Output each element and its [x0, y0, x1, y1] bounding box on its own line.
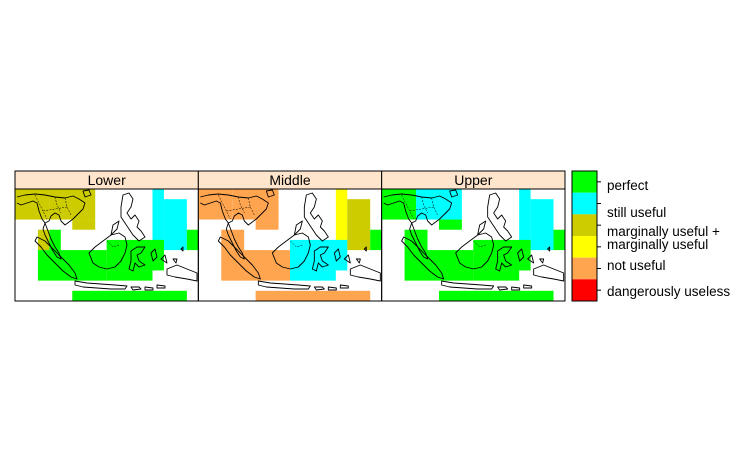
skill-cell-still-useful — [289, 270, 336, 281]
skill-cell-not-useful — [221, 250, 290, 281]
legend-swatch-not-useful — [572, 257, 597, 280]
skill-cell-marginally-useful — [335, 189, 348, 251]
skill-cell-marginally-useful-plus — [347, 199, 371, 251]
legend-label-still-useful: still useful — [607, 205, 666, 220]
panel-upper: Upper — [381, 170, 566, 302]
skill-cell-still-useful — [163, 199, 187, 251]
legend-swatch-still-useful — [572, 192, 597, 215]
skill-cell-perfect — [438, 290, 554, 301]
skill-cell-perfect — [106, 239, 164, 271]
skill-cell-perfect — [37, 250, 107, 281]
map-area — [15, 189, 199, 301]
skill-cell-not-useful — [255, 290, 371, 301]
skill-cell-perfect — [72, 290, 187, 301]
skill-cell-still-useful — [530, 199, 554, 251]
skill-cell-perfect — [416, 229, 428, 261]
skill-cell-perfect — [404, 250, 474, 281]
skill-cell-perfect — [49, 229, 61, 261]
skill-cell-still-useful — [519, 189, 531, 251]
legend-swatch-dangerously-useless — [572, 279, 597, 301]
skill-cell-still-useful — [152, 189, 164, 251]
panel-lower: Lower — [14, 170, 199, 302]
legend-swatch-marginally-useful — [572, 236, 597, 258]
skill-cell-perfect — [438, 219, 462, 230]
strip-label: Lower — [88, 172, 126, 188]
skill-cell-still-useful — [289, 239, 348, 271]
legend-label-dangerously-useless: dangerously useless — [607, 284, 730, 299]
panel-middle: Middle — [197, 170, 383, 302]
strip-label: Middle — [269, 172, 310, 188]
skill-cell-perfect — [186, 229, 199, 251]
skill-cell-not-useful — [232, 189, 279, 220]
skill-cell-marginally-useful-plus — [72, 219, 96, 230]
legend-label-marginally-useful: marginally useful — [607, 237, 708, 252]
map-area — [381, 189, 565, 301]
skill-cell-marginally-useful-plus — [49, 189, 96, 220]
skill-cell-perfect — [370, 229, 382, 251]
legend-swatch-marginally-useful-plus — [572, 214, 597, 236]
skill-cell-not-useful — [232, 229, 245, 261]
map-area — [198, 189, 382, 301]
skill-cell-still-useful — [416, 189, 462, 220]
skill-cell-perfect — [473, 239, 531, 271]
legend-label-marginally-useful-plus: marginally useful + — [607, 224, 720, 239]
strip-label: Upper — [454, 172, 492, 188]
legend: perfect still useful marginally useful +ma… — [571, 170, 730, 302]
legend-frame — [571, 170, 598, 302]
legend-swatch-perfect — [572, 171, 597, 193]
skill-cell-perfect — [553, 229, 565, 251]
legend-label-not-useful: not useful — [607, 258, 666, 273]
skill-cell-perfect — [106, 270, 153, 281]
skill-cell-perfect — [473, 270, 520, 281]
skill-cell-not-useful — [255, 219, 279, 230]
panel-frame — [381, 188, 566, 302]
legend-label-perfect: perfect — [607, 178, 649, 193]
